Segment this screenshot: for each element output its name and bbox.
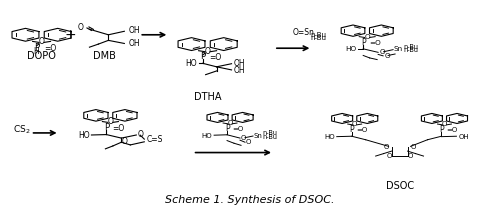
Text: +: + [64,28,76,42]
Text: OH: OH [458,134,469,140]
Text: n-Bu: n-Bu [262,130,277,136]
Text: P: P [225,124,230,133]
Text: DSOC: DSOC [386,181,413,191]
Text: O: O [228,120,232,126]
Text: O: O [383,144,388,150]
Text: =O: =O [356,128,368,134]
Text: HO: HO [202,133,212,139]
Text: Sn: Sn [394,46,402,52]
Text: O: O [204,47,210,56]
Text: OH: OH [128,26,140,35]
Text: O: O [364,34,370,40]
Text: OH: OH [234,66,245,75]
Text: O: O [38,37,44,46]
Text: n-Bu: n-Bu [311,35,327,41]
Text: O: O [138,130,143,139]
Text: DTHA: DTHA [194,92,222,102]
Text: HO: HO [324,134,335,140]
Text: O: O [78,24,84,32]
Text: OH: OH [128,39,140,48]
Text: O: O [442,121,447,127]
Text: O: O [410,144,416,150]
Text: P: P [361,38,366,47]
Text: Sn: Sn [254,133,263,139]
Text: P: P [439,125,444,134]
Text: HO: HO [185,59,196,68]
Text: H: H [34,47,40,56]
Text: Scheme 1. Synthesis of DSOC.: Scheme 1. Synthesis of DSOC. [165,195,335,205]
Text: C=S: C=S [146,135,162,144]
Text: n-Bu: n-Bu [262,134,277,140]
Text: n-Bu: n-Bu [403,47,418,53]
Text: =O: =O [369,41,381,46]
Text: DMB: DMB [93,51,116,62]
Text: DOPO: DOPO [27,51,56,62]
Text: n-Bu: n-Bu [403,43,418,50]
Text: P: P [200,52,205,61]
Text: OH: OH [234,59,245,68]
Text: O: O [380,49,386,55]
Text: =O: =O [112,124,124,133]
Text: O: O [386,153,392,159]
Text: n-Bu: n-Bu [311,32,327,38]
Text: P: P [350,125,354,134]
Text: P: P [34,43,39,52]
Text: =O: =O [210,53,222,62]
Text: O: O [108,118,114,126]
Text: O: O [352,121,358,127]
Text: =O: =O [232,126,243,132]
Text: =O: =O [446,128,458,134]
Text: HO: HO [345,46,356,52]
Text: O: O [122,137,127,146]
Text: HO: HO [78,131,90,140]
Text: =O: =O [44,44,56,53]
Text: CS$_2$: CS$_2$ [13,124,30,136]
Text: O: O [384,53,390,59]
Text: O: O [241,135,246,141]
Text: O: O [246,139,252,145]
Text: O: O [408,153,413,159]
Text: P: P [104,123,109,132]
Text: O=Sn: O=Sn [292,28,314,37]
